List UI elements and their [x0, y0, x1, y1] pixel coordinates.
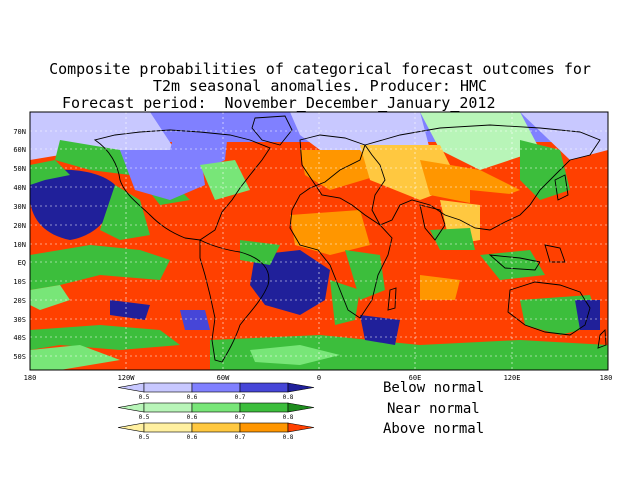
lon-label: 120W	[118, 374, 136, 382]
title-line-2: T2m seasonal anomalies. Producer: HMC	[152, 77, 488, 95]
legend-label-near: Near normal	[387, 401, 480, 417]
colorbar-segment	[143, 382, 193, 393]
colorbar-tick-label: 0.5	[139, 434, 150, 441]
colorbar-segment	[143, 402, 193, 413]
lat-label: 40N	[13, 184, 26, 192]
colorbar-segment	[239, 422, 289, 433]
graticule	[30, 112, 608, 370]
legend-colorbars: 0.5 0.6 0.7 0.8 0.5 0.6 0.7 0.8 0.5 0.6 0.7 0.8	[117, 382, 315, 441]
lat-label: 10N	[13, 241, 26, 249]
title-line-3: Forecast period: November_December_Janua…	[62, 94, 496, 112]
colorbar-near-normal: 0.5 0.6 0.7 0.8	[117, 402, 315, 421]
legend-label-above: Above normal	[383, 421, 485, 437]
colorbar-segment	[239, 402, 289, 413]
colorbar-below-normal: 0.5 0.6 0.7 0.8	[117, 382, 315, 401]
colorbar-start-cap	[117, 402, 145, 413]
probability-field	[30, 112, 608, 370]
colorbar-segment	[143, 422, 193, 433]
lat-label: 20N	[13, 222, 26, 230]
colorbar-tick-label: 0.7	[235, 394, 246, 401]
lat-axis: 70N 60N 50N 40N 30N 20N 10N EQ 10S 20S 3…	[13, 128, 26, 361]
colorbar-end-cap	[287, 422, 315, 433]
lon-axis: 180 120W 60W 0 60E 120E 180	[24, 374, 613, 382]
lon-label: 120E	[504, 374, 521, 382]
colorbar-tick-label: 0.8	[283, 394, 294, 401]
lat-label: 50S	[13, 353, 26, 361]
colorbar-segment	[191, 422, 241, 433]
lon-label: 180	[24, 374, 37, 382]
colorbar-segment	[191, 402, 241, 413]
colorbar-above-normal: 0.5 0.6 0.7 0.8	[117, 422, 315, 441]
coastlines	[93, 115, 607, 363]
colorbar-end-cap	[287, 402, 315, 413]
lat-label: 30N	[13, 203, 26, 211]
colorbar-tick-label: 0.5	[139, 414, 150, 421]
lat-label: 20S	[13, 297, 26, 305]
lat-label: 10S	[13, 278, 26, 286]
colorbar-end-cap	[287, 382, 315, 393]
lon-label: 60W	[217, 374, 230, 382]
lat-label: 60N	[13, 146, 26, 154]
lon-label: 180	[600, 374, 613, 382]
lon-label: 60E	[409, 374, 422, 382]
lat-label: EQ	[18, 259, 26, 267]
colorbar-tick-label: 0.7	[235, 414, 246, 421]
colorbar-tick-label: 0.7	[235, 434, 246, 441]
map-frame	[29, 111, 609, 371]
legend-label-below: Below normal	[383, 380, 485, 396]
lon-label: 0	[317, 374, 321, 382]
lat-label: 50N	[13, 165, 26, 173]
colorbar-tick-label: 0.6	[187, 394, 198, 401]
colorbar-tick-label: 0.6	[187, 414, 198, 421]
colorbar-tick-label: 0.8	[283, 434, 294, 441]
colorbar-segment	[191, 382, 241, 393]
colorbar-start-cap	[117, 422, 145, 433]
colorbar-tick-label: 0.6	[187, 434, 198, 441]
colorbar-segment	[239, 382, 289, 393]
lat-label: 40S	[13, 334, 26, 342]
colorbar-start-cap	[117, 382, 145, 393]
colorbar-tick-label: 0.5	[139, 394, 150, 401]
colorbar-tick-label: 0.8	[283, 414, 294, 421]
lat-label: 70N	[13, 128, 26, 136]
lat-label: 30S	[13, 316, 26, 324]
title-line-1: Composite probabilities of categorical f…	[49, 60, 591, 78]
